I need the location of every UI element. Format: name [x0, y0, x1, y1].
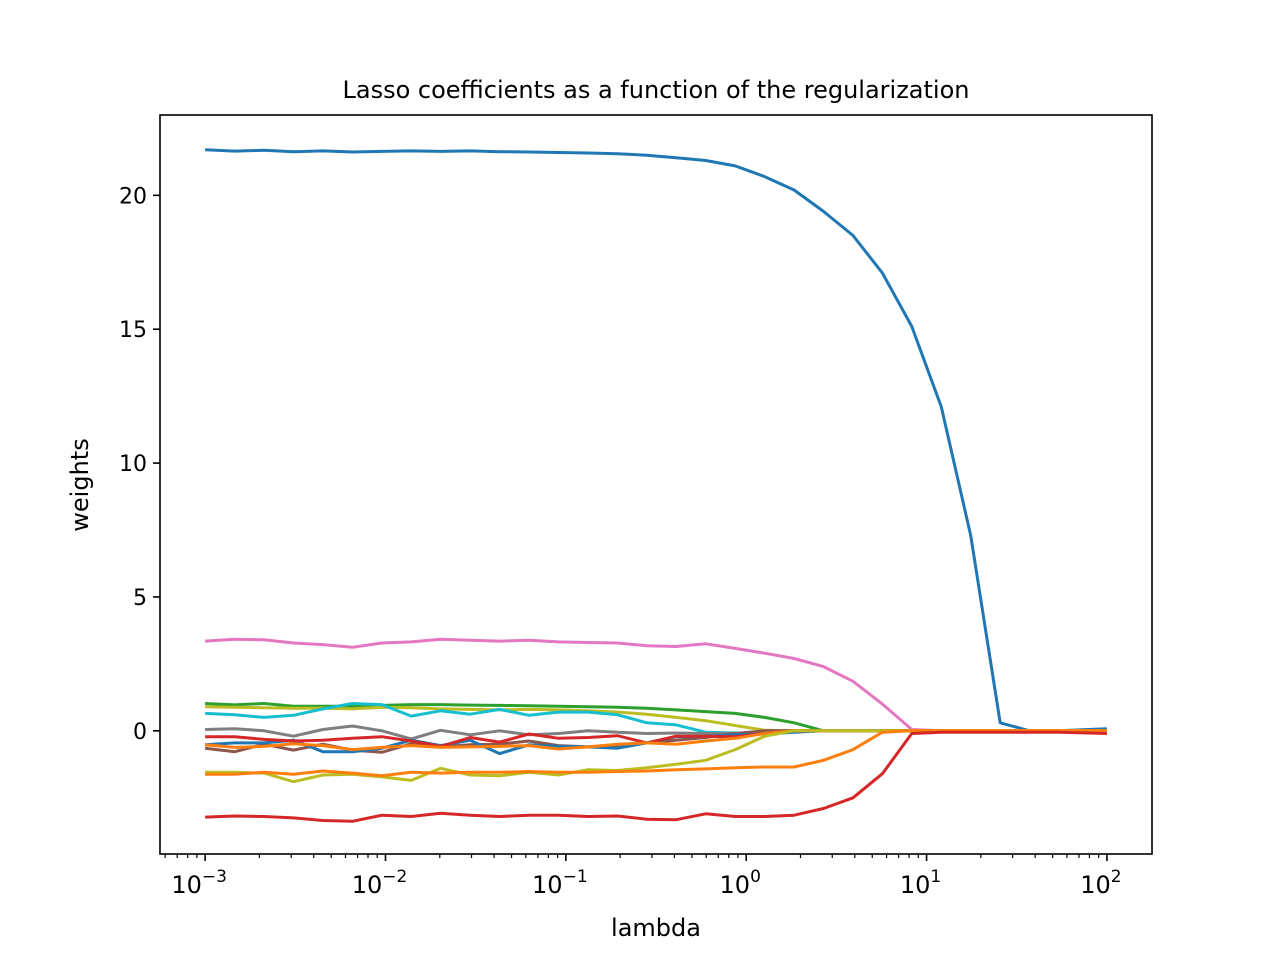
x-tick-label: 100: [720, 867, 761, 899]
x-tick-label: 10−2: [352, 867, 408, 899]
x-tick-base: 10: [720, 871, 751, 899]
plot-frame: [159, 114, 1153, 855]
series-layer: [204, 148, 1107, 823]
x-tick-label: 10−1: [532, 867, 588, 899]
y-tick-label: 0: [133, 720, 147, 745]
y-axis-label: weights: [66, 438, 94, 531]
x-tick-base: 10: [1080, 871, 1111, 899]
x-tick-exponent: 1: [930, 867, 941, 887]
y-tick-label: 20: [119, 184, 147, 209]
series-line-13: [205, 730, 1107, 823]
x-tick-exponent: 0: [750, 867, 761, 887]
x-tick-base: 10: [900, 871, 931, 899]
chart-title: Lasso coefficients as a function of the …: [343, 76, 970, 104]
y-tick-label: 15: [119, 318, 147, 343]
x-tick-exponent: −3: [202, 867, 227, 887]
x-tick-label: 101: [900, 867, 941, 899]
y-tick-label: 10: [119, 452, 147, 477]
x-tick-exponent: −1: [563, 867, 588, 887]
x-axis-label: lambda: [611, 914, 701, 942]
x-tick-base: 10: [352, 871, 383, 899]
x-tick-exponent: 2: [1111, 867, 1122, 887]
y-tick-label: 5: [133, 586, 147, 611]
series-line-1: [205, 148, 1107, 733]
x-tick-base: 10: [532, 871, 563, 899]
x-tick-label: 10−3: [171, 867, 227, 899]
x-axis: 10−3 10−2 10−1 100 101 102: [164, 854, 1122, 899]
x-tick-exponent: −2: [382, 867, 407, 887]
x-tick-label: 102: [1080, 867, 1121, 899]
x-tick-base: 10: [171, 871, 202, 899]
y-axis: 0 5 10 15 20: [119, 184, 160, 745]
